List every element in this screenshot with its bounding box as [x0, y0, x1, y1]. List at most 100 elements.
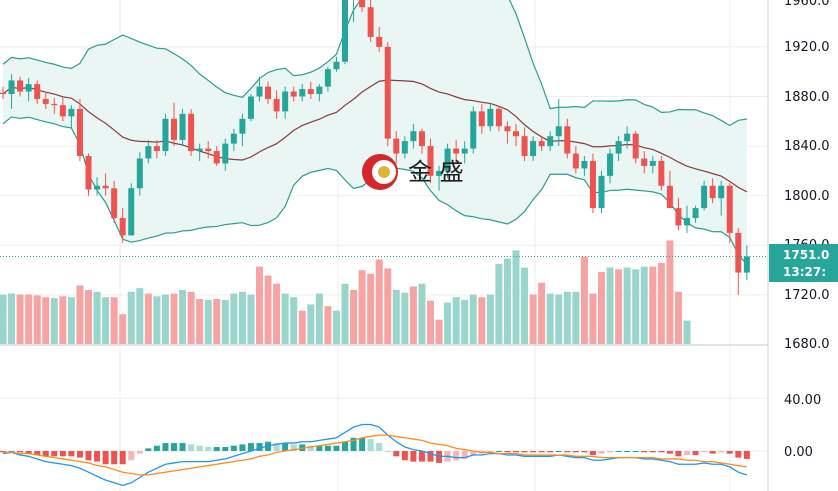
volume-bar — [409, 286, 417, 344]
candle-body — [487, 108, 494, 127]
volume-bar — [264, 275, 272, 344]
candle-body — [136, 158, 143, 189]
bollinger-upper-line — [2, 0, 747, 127]
volume-bar — [170, 293, 178, 344]
volume-bar — [196, 299, 204, 344]
candle-body — [504, 126, 511, 132]
candle-body — [675, 208, 682, 226]
volume-bar — [615, 269, 623, 344]
candle-body — [470, 111, 477, 149]
candle-body — [666, 185, 673, 209]
candle-body — [17, 80, 24, 92]
candle-body — [265, 86, 272, 99]
macd-histogram-bar — [111, 451, 118, 465]
volume-bar — [127, 291, 135, 344]
volume-bar — [16, 294, 24, 344]
volume-bar — [110, 297, 118, 344]
candle-body — [709, 185, 716, 199]
volume-bar — [427, 300, 434, 344]
candle-body — [718, 185, 725, 199]
macd-histogram-bar — [119, 451, 126, 465]
macd-histogram-bar — [589, 451, 596, 455]
macd-histogram-bar — [401, 451, 408, 461]
candle-body — [436, 170, 443, 176]
volume-bar — [247, 294, 255, 344]
macd-histogram-bar — [213, 447, 220, 451]
macd-histogram-bar — [504, 451, 511, 453]
volume-bar — [281, 293, 289, 344]
candle-body — [401, 141, 408, 154]
candle-body — [119, 218, 126, 236]
candle-body — [658, 160, 665, 186]
candle-body — [418, 131, 425, 147]
candle-body — [572, 153, 579, 169]
candle-body — [444, 148, 451, 171]
macd-histogram-bar — [8, 451, 15, 452]
candle-body — [461, 148, 468, 154]
candle-body — [42, 98, 49, 104]
macd-histogram-bar — [684, 451, 690, 455]
volume-bar — [230, 293, 238, 344]
volume-bar — [529, 294, 537, 344]
volume-bar — [367, 273, 375, 344]
candle-body — [581, 160, 588, 169]
candlesticks — [0, 0, 750, 295]
macd-histogram-bar — [136, 451, 143, 454]
volume-bar — [59, 296, 67, 344]
macd-histogram-bar — [538, 451, 545, 453]
candle-body — [384, 46, 391, 139]
macd-histogram-bar — [51, 451, 58, 457]
macd-histogram-bar — [307, 445, 314, 451]
macd-histogram-bar — [410, 451, 417, 462]
macd-histogram-bar — [222, 447, 229, 451]
candle-body — [34, 84, 41, 99]
macd-histogram-bar — [487, 451, 494, 453]
candle-body — [307, 89, 314, 95]
candle-body — [521, 136, 528, 157]
macd-histogram-bar — [658, 451, 665, 453]
macd-histogram-bar — [632, 451, 639, 452]
volume-bar — [213, 299, 221, 344]
macd-histogram-bar — [350, 437, 357, 451]
macd-histogram-bar — [359, 437, 366, 451]
candle-body — [68, 108, 75, 117]
macd-histogram-bar — [273, 443, 280, 451]
volume-bar — [495, 263, 503, 344]
volume-bar — [623, 267, 631, 344]
candle-body — [538, 141, 545, 147]
macd-histogram-bar — [709, 451, 716, 454]
brand-logo: 金 盛 — [362, 154, 464, 190]
candle-body — [495, 108, 502, 127]
macd-histogram-bar — [179, 443, 186, 451]
macd-histogram-bar — [333, 445, 340, 451]
candle-body — [51, 103, 58, 106]
macd-histogram-bar — [393, 451, 400, 457]
price-tag-time: 13:27: — [783, 265, 826, 279]
volume-bar — [102, 297, 110, 344]
candle-body — [153, 146, 160, 152]
price-axis-label: 1960.0 — [784, 0, 830, 9]
macd-histogram-bar — [25, 451, 32, 454]
macd-histogram-bar — [675, 451, 682, 457]
volume-bar — [256, 266, 263, 344]
candle-body — [162, 118, 169, 152]
volume-bar — [153, 296, 161, 344]
macd-axis: 40.00 0.00 — [784, 393, 821, 460]
candle-body — [453, 148, 460, 154]
macd-histogram-bar — [34, 451, 41, 455]
volume-bar — [418, 283, 426, 344]
volume-bar — [8, 293, 16, 344]
price-axis-label: 1720.0 — [784, 288, 830, 303]
volume-bar — [375, 259, 383, 344]
candle-body — [598, 175, 605, 209]
macd-histogram-bar — [128, 451, 135, 461]
macd-histogram-bar — [453, 451, 460, 461]
candle-body — [230, 133, 237, 144]
macd-histogram-bar — [384, 451, 391, 452]
volume-bar — [580, 256, 588, 344]
candle-body — [213, 151, 220, 164]
candle-body — [94, 185, 101, 190]
candle-body — [624, 133, 631, 142]
candle-body — [427, 146, 434, 176]
macd-histogram-bar — [0, 451, 6, 453]
